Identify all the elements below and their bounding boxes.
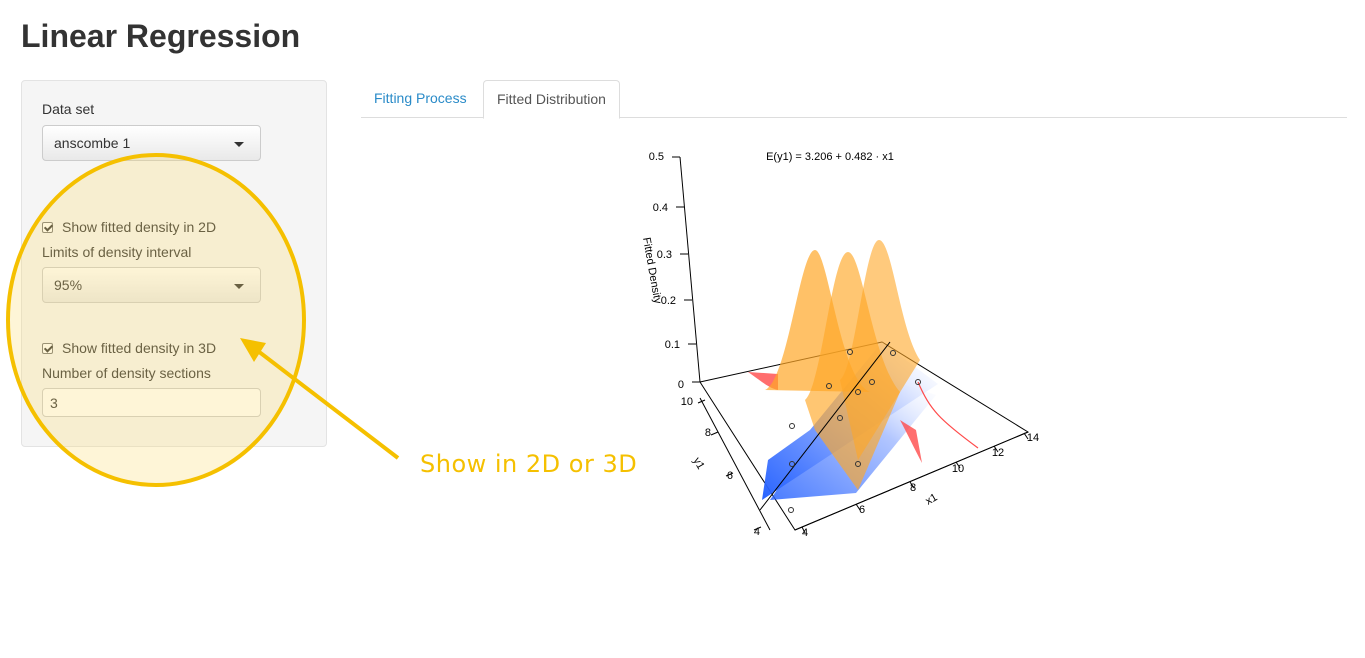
regression-line — [759, 341, 891, 511]
z-tick-label: 0 — [678, 379, 684, 391]
page-title: Linear Regression — [21, 18, 301, 54]
annotation-arrow-line — [252, 346, 400, 460]
dataset-select-value: anscombe 1 — [54, 135, 131, 151]
x-axis-label: x1 — [924, 491, 940, 507]
x-tick-label: 12 — [992, 447, 1004, 459]
dataset-label: Data set — [42, 101, 95, 117]
sections-label: Number of density sections — [42, 365, 211, 381]
z-axis — [679, 156, 701, 383]
interval-select-value: 95% — [54, 277, 82, 293]
interval-select[interactable]: 95% — [42, 267, 261, 303]
show-2d-checkbox[interactable] — [42, 221, 53, 233]
density-tail — [917, 381, 979, 449]
highlight-ellipse — [6, 153, 306, 487]
data-points — [788, 349, 921, 513]
show-3d-checkbox[interactable] — [42, 342, 53, 354]
x-ticks — [801, 432, 1029, 534]
tab-fitting-process[interactable]: Fitting Process — [374, 90, 467, 106]
density-3d-plot: E(y1) = 3.206 + 0.482 · x1 0.5 0.4 0.3 0… — [640, 151, 1039, 539]
z-axis-label: Fitted Density — [640, 236, 664, 305]
y-tick-label: 6 — [727, 470, 733, 482]
y-tick-label: 8 — [705, 427, 711, 439]
x-tick-label: 10 — [952, 463, 964, 475]
show-2d-checkbox-row[interactable]: Show fitted density in 2D — [42, 219, 216, 235]
y-tick-label: 4 — [754, 526, 760, 538]
x-tick-label: 6 — [859, 504, 865, 516]
sections-input-value: 3 — [50, 395, 58, 411]
x-tick-label: 14 — [1027, 432, 1039, 444]
dataset-select[interactable]: anscombe 1 — [42, 125, 261, 161]
z-tick-label: 0.5 — [649, 151, 664, 163]
y-tick-label: 10 — [681, 396, 693, 408]
z-ticks — [672, 156, 700, 383]
show-3d-label: Show fitted density in 3D — [62, 340, 216, 356]
interval-label: Limits of density interval — [42, 244, 191, 260]
chevron-down-icon — [234, 284, 244, 289]
tab-bar: Fitting Process Fitted Distribution — [361, 80, 1347, 119]
annotation-arrow-head — [240, 338, 266, 362]
z-tick-label: 0.4 — [653, 202, 668, 214]
x-tick-label: 8 — [910, 482, 916, 494]
y-axis-label: y1 — [690, 456, 706, 472]
y-axis — [699, 397, 771, 531]
sections-input[interactable]: 3 — [42, 388, 261, 417]
annotation-text: Show in 2D or 3D — [420, 450, 638, 478]
sidebar-panel: Data set anscombe 1 Show fitted density … — [21, 80, 327, 447]
regression-equation: E(y1) = 3.206 + 0.482 · x1 — [766, 151, 894, 163]
chevron-down-icon — [234, 142, 244, 147]
show-3d-checkbox-row[interactable]: Show fitted density in 3D — [42, 340, 216, 356]
y-ticks — [697, 399, 762, 531]
z-tick-label: 0.3 — [657, 249, 672, 261]
x-axis — [794, 431, 1029, 531]
z-tick-label: 0.2 — [661, 295, 676, 307]
x-tick-label: 4 — [802, 527, 808, 539]
density-tail — [900, 420, 922, 463]
density-curve-3 — [840, 240, 920, 460]
tab-fitted-distribution[interactable]: Fitted Distribution — [483, 80, 620, 119]
z-tick-label: 0.1 — [665, 339, 680, 351]
show-2d-label: Show fitted density in 2D — [62, 219, 216, 235]
